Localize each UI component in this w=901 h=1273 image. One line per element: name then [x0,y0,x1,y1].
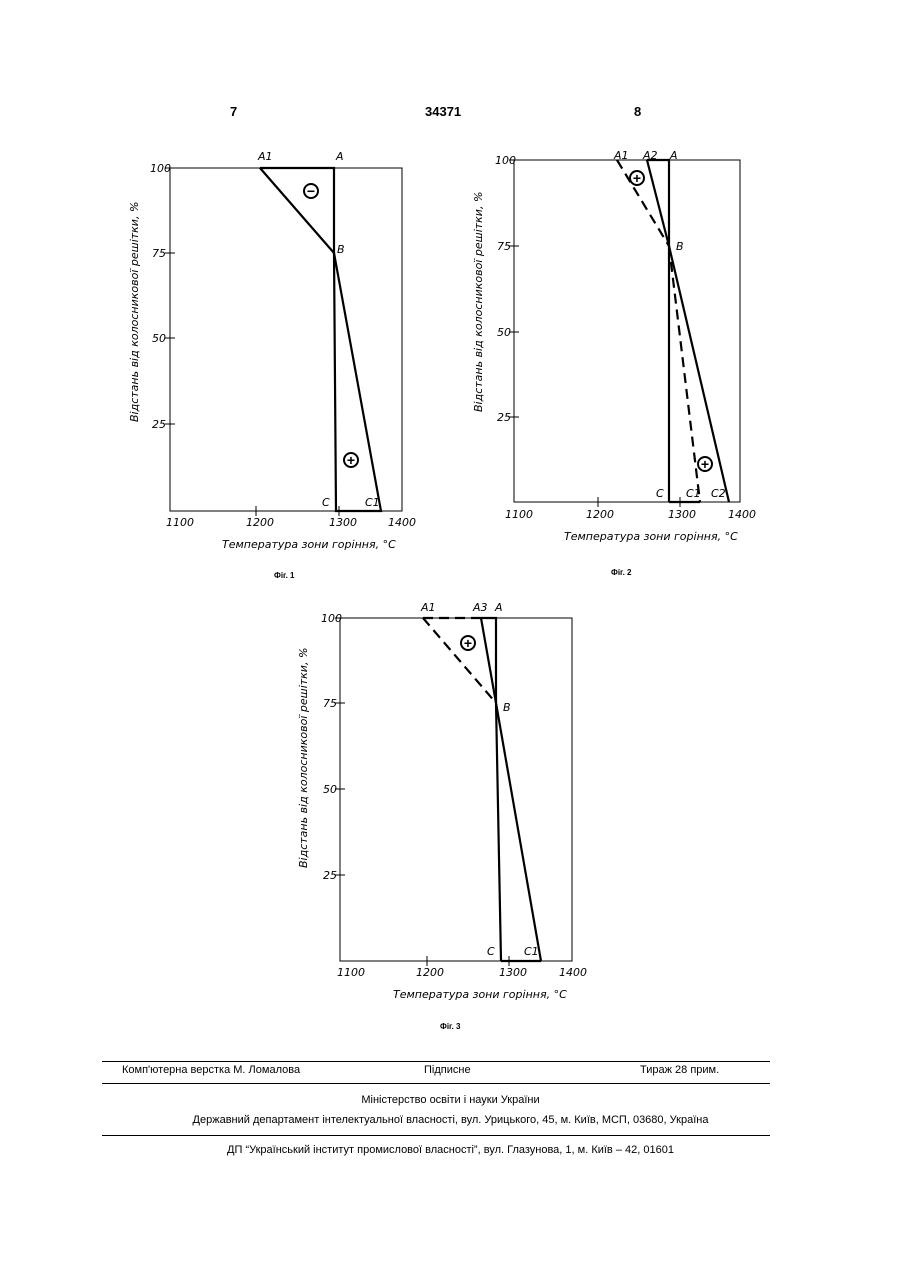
label-a: A [494,601,503,614]
x-axis-label: Температура зони горіння, °С [564,530,738,543]
x-tick-1200: 1200 [246,516,274,529]
footer-signed: Підписне [424,1064,471,1076]
footer-layout: Комп'ютерна верстка М. Ломалова [122,1064,300,1076]
label-a1: A1 [420,601,436,614]
figure-2: 100 75 50 25 1100 1200 1300 1400 A1 A2 A… [460,132,780,562]
footer-ministry: Міністерство освіти і науки України [0,1094,901,1106]
label-a3: A3 [472,601,488,614]
x-tick-1200: 1200 [586,508,614,521]
plus-sign-text: + [633,170,641,186]
x-tick-1300: 1300 [499,966,527,979]
label-c2: C2 [711,487,726,500]
x-tick-1300: 1300 [668,508,696,521]
x-tick-1100: 1100 [166,516,194,529]
label-c1: C1 [686,487,701,500]
plus-sign-text: + [347,452,355,468]
plus-sign-text: + [701,456,709,472]
curve-a1-a-b [260,168,334,253]
y-tick-50: 50 [323,783,337,796]
footer-institute: ДП “Український інститут промислової вла… [0,1144,901,1156]
figure-3-chart: 100 75 50 25 1100 1200 1300 1400 A1 A3 A… [285,590,605,1020]
x-tick-1400: 1400 [728,508,756,521]
x-tick-1200: 1200 [416,966,444,979]
page-number-left: 7 [230,104,237,119]
footer-rule-middle [102,1083,770,1084]
y-tick-50: 50 [152,332,166,345]
footer-rule-top [102,1061,770,1062]
plot-frame [340,618,572,961]
minus-sign-text: − [307,183,315,199]
figure-3-caption: Фіг. 3 [440,1022,460,1031]
y-axis-label: Відстань від колосникової решітки, % [472,192,485,412]
y-axis-label: Відстань від колосникової решітки, % [128,202,141,422]
y-tick-25: 25 [323,869,337,882]
figure-2-caption: Фіг. 2 [611,568,631,577]
figure-1-caption: Фіг. 1 [274,571,294,580]
plot-frame [514,160,740,502]
label-c: C [656,487,664,500]
curve-b-c1 [496,703,541,961]
x-tick-1400: 1400 [388,516,416,529]
x-axis-label: Температура зони горіння, °С [222,538,396,551]
y-tick-50: 50 [497,326,511,339]
y-tick-100: 100 [495,154,516,167]
label-c: C [322,496,330,509]
y-axis-label: Відстань від колосникової решітки, % [297,648,310,868]
label-b: B [503,701,511,714]
y-tick-100: 100 [150,162,171,175]
plus-sign-text: + [464,635,472,651]
footer-print-run: Тираж 28 прим. [640,1064,719,1076]
figure-3: 100 75 50 25 1100 1200 1300 1400 A1 A3 A… [285,590,605,1020]
curve-a2-a-c [647,160,669,502]
label-b: B [676,240,684,253]
footer-department: Державний департамент інтелектуальної вл… [0,1114,901,1126]
plot-frame [170,168,402,511]
figure-1-chart: 100 75 50 25 1100 1200 1300 1400 A1 A B … [110,140,430,570]
figure-1: 100 75 50 25 1100 1200 1300 1400 A1 A B … [110,140,430,570]
footer-rule-bottom [102,1135,770,1136]
figure-2-chart: 100 75 50 25 1100 1200 1300 1400 A1 A2 A… [460,132,780,562]
y-tick-25: 25 [497,411,511,424]
curve-a1-b-dashed [423,618,496,703]
label-c1: C1 [524,945,539,958]
label-c: C [487,945,495,958]
label-a: A [335,150,344,163]
curve-b-c [496,703,501,961]
x-tick-1100: 1100 [505,508,533,521]
label-a2: A2 [642,149,658,162]
x-axis-label: Температура зони горіння, °С [393,988,567,1001]
y-tick-75: 75 [323,697,337,710]
x-tick-1300: 1300 [329,516,357,529]
label-a: A [669,149,678,162]
x-tick-1100: 1100 [337,966,365,979]
y-tick-75: 75 [152,247,166,260]
label-c1: C1 [365,496,380,509]
y-tick-100: 100 [321,612,342,625]
page-number-right: 8 [634,104,641,119]
patent-number: 34371 [425,104,461,119]
label-a1: A1 [613,149,629,162]
label-a1: A1 [257,150,273,163]
y-tick-75: 75 [497,240,511,253]
y-tick-25: 25 [152,418,166,431]
label-b: B [337,243,345,256]
curve-b-c1-dashed [669,246,700,502]
curve-a2-b [647,160,669,246]
curve-a3-b [481,618,496,703]
curve-b-c-c1 [334,253,381,511]
x-tick-1400: 1400 [559,966,587,979]
